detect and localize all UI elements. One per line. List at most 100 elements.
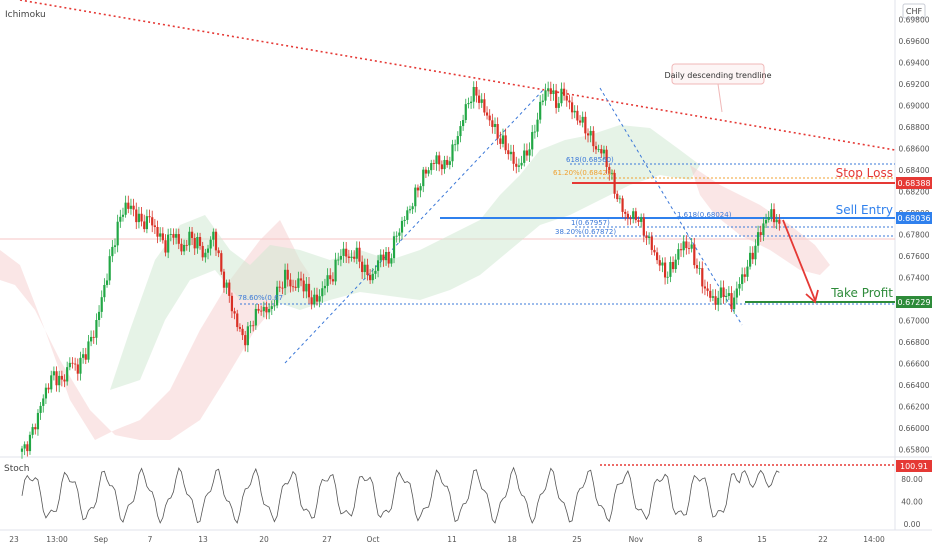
- candle-body: [525, 150, 528, 156]
- stop-loss-label: Stop Loss: [836, 166, 893, 180]
- candle-body: [355, 247, 358, 259]
- candle-body: [483, 99, 486, 113]
- candle-body: [249, 325, 252, 327]
- candle-body: [270, 306, 273, 309]
- candle-body: [42, 398, 45, 406]
- price-tick: 0.67600: [898, 252, 929, 261]
- candle-body: [121, 214, 125, 217]
- time-tick: 23: [9, 535, 19, 544]
- candle-body: [618, 198, 622, 200]
- candle-body: [560, 88, 563, 104]
- fib-1618-label: 1.618(0.68024): [677, 211, 732, 219]
- time-tick: 13:00: [46, 535, 68, 544]
- candle-body: [669, 262, 672, 277]
- candle-body: [756, 232, 760, 246]
- candle-body: [92, 336, 95, 338]
- candle-body: [265, 306, 268, 313]
- candle-body: [276, 286, 279, 306]
- candle-body: [230, 295, 234, 312]
- candle-body: [212, 231, 215, 240]
- candle-body: [642, 217, 645, 236]
- candle-body: [666, 276, 669, 278]
- candle-body: [374, 270, 377, 274]
- candle-body: [182, 244, 186, 252]
- candle-body: [350, 256, 353, 258]
- candle-body: [693, 244, 696, 266]
- candle-body: [703, 286, 707, 289]
- fib-618a-label: 618(0.68560): [566, 156, 614, 164]
- candle-body: [743, 274, 746, 277]
- candle-body: [222, 271, 226, 288]
- candle-body: [552, 90, 555, 95]
- candle-body: [541, 100, 544, 102]
- price-tick: 0.68600: [898, 144, 929, 153]
- price-tick: 0.67400: [898, 274, 929, 283]
- candle-body: [661, 262, 664, 266]
- candle-body: [50, 375, 53, 390]
- candle-body: [201, 245, 204, 258]
- price-tick: 0.65800: [898, 446, 929, 455]
- candle-body: [586, 133, 590, 136]
- time-tick: 7: [148, 535, 153, 544]
- currency-badge[interactable]: [902, 3, 926, 19]
- candle-body: [650, 236, 653, 250]
- candle-body: [34, 427, 37, 430]
- candle-body: [624, 211, 627, 214]
- candle-body: [153, 225, 156, 227]
- candle-body: [220, 253, 223, 272]
- candle-body: [334, 259, 337, 282]
- candle-body: [71, 362, 74, 364]
- time-tick: Oct: [367, 535, 380, 544]
- candle-body: [469, 101, 473, 104]
- stoch-tick: 0.00: [904, 520, 921, 529]
- candle-body: [679, 249, 683, 251]
- candle-body: [159, 233, 162, 237]
- stoch-line: [21, 466, 780, 524]
- candle-body: [369, 274, 372, 281]
- candle-body: [706, 288, 709, 291]
- candle-body: [305, 283, 308, 292]
- candle-body: [299, 278, 303, 281]
- candle-body: [629, 218, 632, 220]
- candle-body: [89, 336, 93, 342]
- candle-body: [217, 250, 220, 254]
- candle-body: [772, 209, 776, 223]
- price-tick: 0.68800: [898, 123, 929, 132]
- candle-body: [84, 354, 87, 360]
- currency-label: CHF: [906, 7, 923, 16]
- candle-body: [408, 209, 412, 211]
- price-tick: 0.69200: [898, 80, 929, 89]
- candle-body: [682, 241, 685, 251]
- candle-body: [634, 211, 637, 221]
- price-tick: 0.66800: [898, 338, 929, 347]
- candle-body: [185, 244, 188, 246]
- price-tick: 0.67800: [898, 230, 929, 239]
- candle-body: [645, 235, 648, 239]
- candle-body: [363, 264, 366, 273]
- candle-body: [55, 371, 58, 386]
- candle-body: [31, 427, 34, 435]
- candle-body: [430, 163, 433, 171]
- candle-body: [268, 308, 271, 313]
- candle-body: [400, 220, 404, 233]
- candle-body: [60, 375, 63, 380]
- candle-body: [493, 124, 497, 127]
- candle-body: [512, 151, 515, 164]
- candle-body: [283, 269, 287, 289]
- candle-body: [129, 205, 133, 209]
- candle-body: [462, 120, 465, 127]
- candle-body: [36, 412, 40, 430]
- candle-body: [653, 249, 656, 253]
- time-tick: 18: [507, 535, 517, 544]
- candle-body: [76, 364, 79, 374]
- candle-body: [690, 244, 693, 249]
- candle-body: [687, 248, 691, 249]
- candle-body: [206, 248, 210, 253]
- candle-body: [600, 149, 603, 154]
- candle-body: [730, 293, 733, 310]
- candle-body: [196, 237, 199, 249]
- candles: [20, 81, 781, 459]
- candle-body: [422, 169, 425, 187]
- candle-body: [578, 120, 582, 123]
